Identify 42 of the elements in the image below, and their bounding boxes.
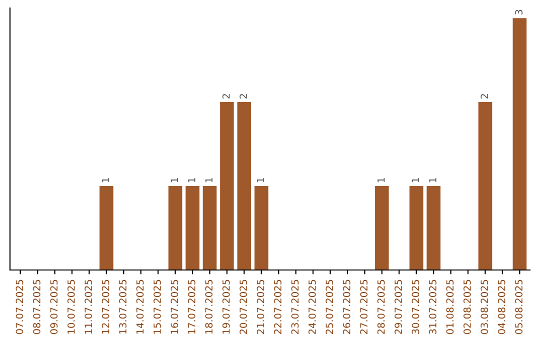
x-tick-label: 30.07.2025 [412, 280, 420, 334]
x-tick-label: 12.07.2025 [102, 280, 110, 334]
data-label: 1 [256, 178, 264, 182]
data-label: 1 [429, 178, 436, 182]
x-tick-label: 20.07.2025 [240, 280, 247, 334]
x-tick-label: 11.07.2025 [84, 280, 92, 334]
x-tick-label: 21.07.2025 [256, 280, 264, 334]
x-tick-label: 17.07.2025 [188, 280, 196, 334]
x-tick-label: 14.07.2025 [136, 280, 144, 334]
x-tick-label: 16.07.2025 [170, 280, 178, 334]
x-tick-label: 18.07.2025 [205, 280, 213, 334]
data-label: 2 [240, 94, 247, 99]
x-tick-label: 02.08.2025 [463, 280, 471, 334]
data-label: 1 [378, 178, 385, 182]
x-tick-label: 07.07.2025 [16, 280, 24, 334]
data-label: 1 [170, 178, 178, 182]
x-tick-label: 31.07.2025 [429, 280, 436, 334]
x-tick-label: 29.07.2025 [394, 280, 402, 334]
data-label: 1 [412, 178, 420, 182]
data-label: 3 [515, 10, 522, 15]
x-tick-label: 10.07.2025 [67, 280, 75, 334]
x-tick-label: 01.08.2025 [446, 280, 454, 334]
data-label: 1 [205, 178, 212, 182]
x-tick-label: 09.07.2025 [50, 280, 58, 334]
x-tick-label: 15.07.2025 [154, 280, 161, 334]
x-tick-label: 28.07.2025 [377, 280, 385, 334]
data-label: 1 [188, 178, 196, 182]
x-tick-label: 13.07.2025 [119, 280, 126, 334]
x-tick-label: 03.08.2025 [480, 280, 488, 334]
x-tick-label: 24.07.2025 [308, 280, 316, 334]
x-tick-label: 04.08.2025 [498, 280, 506, 334]
x-tick-label: 25.07.2025 [326, 280, 334, 334]
x-tick-label: 23.07.2025 [291, 280, 299, 334]
x-tick-label: 05.08.2025 [515, 280, 522, 334]
x-tick-label: 27.07.2025 [360, 280, 368, 334]
x-tick-label: 26.07.2025 [342, 280, 350, 334]
data-label: 2 [222, 94, 230, 99]
x-tick-label: 22.07.2025 [274, 280, 282, 334]
x-tick-label: 08.07.2025 [33, 280, 40, 334]
data-label: 1 [102, 178, 110, 182]
x-tick-label: 19.07.2025 [222, 280, 230, 334]
data-label: 2 [480, 94, 488, 99]
